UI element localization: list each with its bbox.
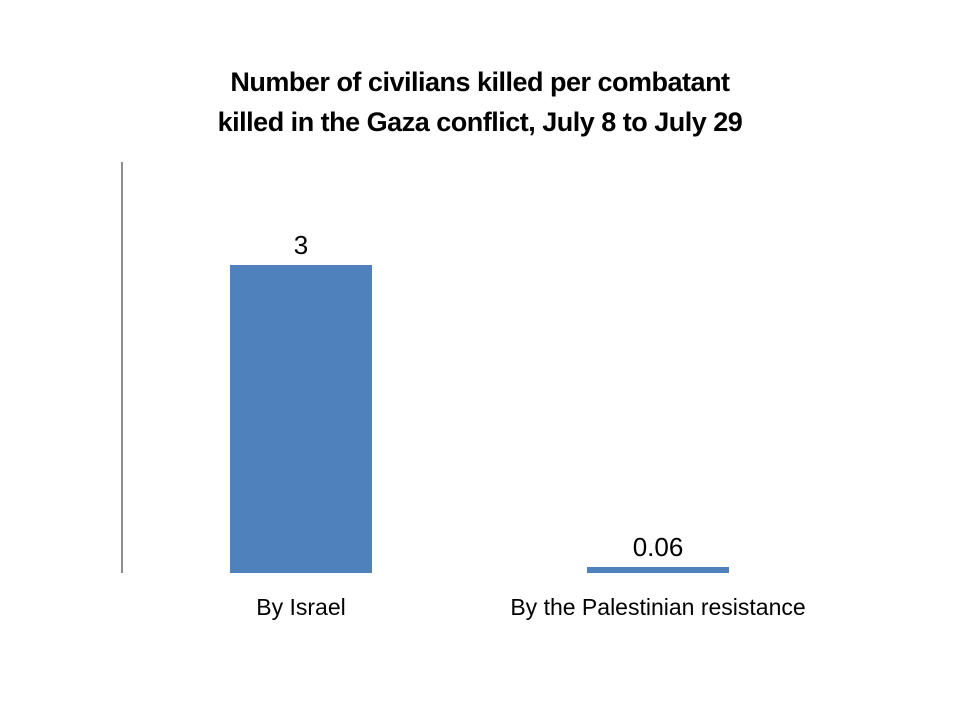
chart-title-line-1: Number of civilians killed per combatant [230, 67, 730, 97]
bar-group-by-israel: 3 By Israel [230, 229, 372, 620]
category-label-palestinian-resistance: By the Palestinian resistance [510, 594, 806, 620]
chart-title: Number of civilians killed per combatant… [0, 62, 960, 142]
bar-palestinian-resistance [587, 566, 729, 573]
value-label-palestinian-resistance: 0.06 [632, 531, 684, 562]
value-label-by-israel: 3 [293, 229, 309, 260]
category-label-by-israel: By Israel [256, 594, 346, 620]
y-axis-line [121, 162, 123, 573]
bar-by-israel [230, 264, 372, 573]
bar-group-palestinian-resistance: 0.06 By the Palestinian resistance [510, 531, 805, 620]
chart-title-line-2: killed in the Gaza conflict, July 8 to J… [217, 107, 743, 137]
